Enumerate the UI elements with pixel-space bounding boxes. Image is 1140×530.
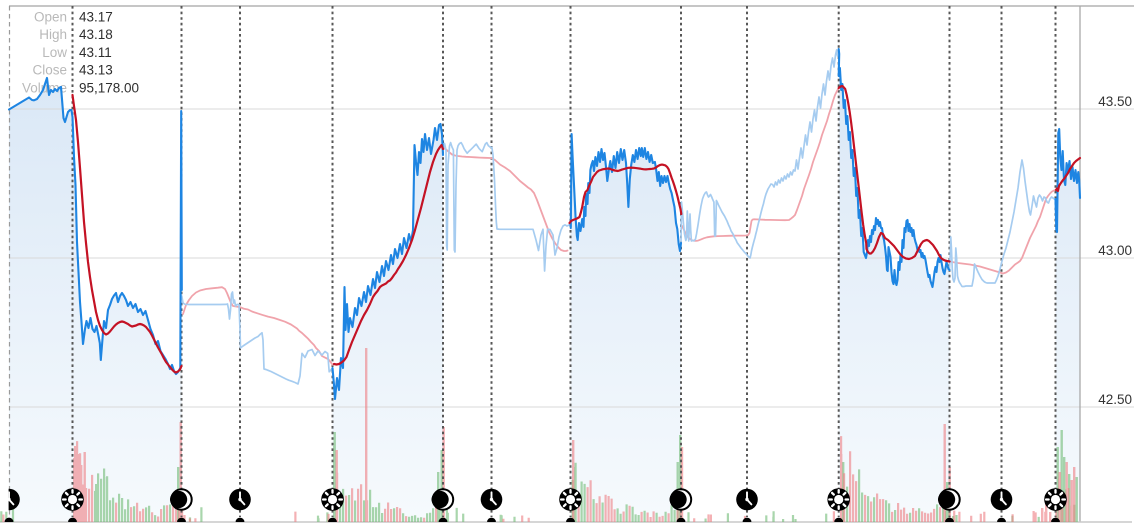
svg-text:42.50: 42.50 — [1098, 392, 1132, 407]
svg-text:43.17: 43.17 — [79, 10, 113, 25]
svg-text:Open: Open — [34, 10, 67, 25]
svg-text:43.11: 43.11 — [79, 45, 112, 60]
svg-text:Close: Close — [32, 63, 67, 78]
svg-text:43.50: 43.50 — [1098, 94, 1132, 109]
svg-text:Low: Low — [42, 45, 67, 60]
svg-text:High: High — [39, 27, 67, 42]
svg-text:43.13: 43.13 — [79, 63, 113, 78]
svg-text:43.18: 43.18 — [79, 27, 113, 42]
svg-text:95,178.00: 95,178.00 — [79, 80, 139, 95]
svg-text:43.00: 43.00 — [1098, 243, 1132, 258]
